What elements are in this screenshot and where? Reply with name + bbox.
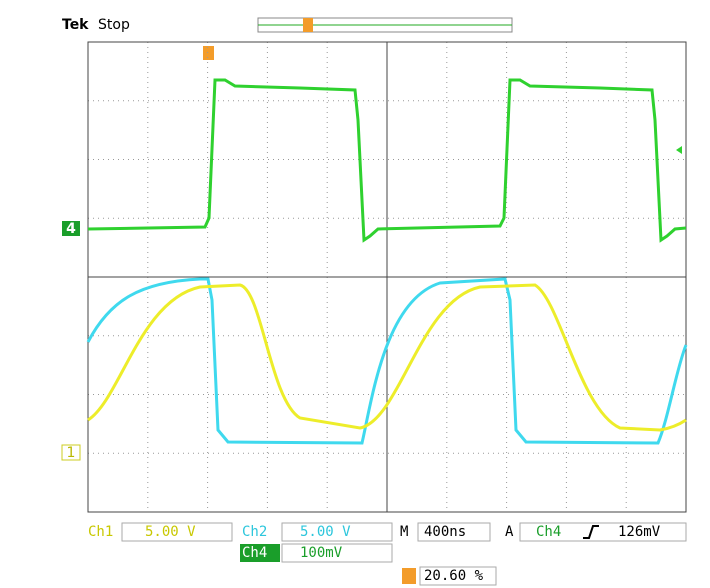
ch4-trace <box>87 78 687 243</box>
trigger-marker <box>203 46 214 60</box>
time-box <box>417 522 491 542</box>
ch1-marker-bg <box>61 444 81 461</box>
ch2-scale: 5.00 V <box>300 524 351 540</box>
ch1-scale: 5.00 V <box>145 524 196 540</box>
ch4-box <box>281 543 393 563</box>
ch1-box <box>121 522 233 542</box>
ch4-marker-bg <box>62 221 80 236</box>
time-scale: 400ns <box>424 524 466 540</box>
ch1-label: Ch1 <box>88 524 113 540</box>
measure-box <box>419 566 497 586</box>
ch4-label: Ch4 <box>242 545 267 561</box>
brand: Tek <box>62 17 89 33</box>
ch4-scale: 100mV <box>300 545 343 561</box>
trigger-position-icon <box>303 18 313 32</box>
ch4-level-marker <box>676 146 682 154</box>
slope-icon <box>583 525 599 539</box>
time-label: M <box>400 524 408 540</box>
ch2-label: Ch2 <box>242 524 267 540</box>
trigger-label: A <box>505 524 514 540</box>
ch4-label-bg <box>240 544 280 562</box>
ch1-marker: 1 <box>67 445 76 461</box>
ch4-marker: 4 <box>66 221 76 237</box>
trigger-box <box>519 522 687 542</box>
ch1-trace <box>87 283 687 432</box>
measure-icon <box>402 568 416 584</box>
ch2-trace <box>86 277 688 445</box>
trigger-level: 126mV <box>618 524 661 540</box>
trigger-source: Ch4 <box>536 524 561 540</box>
status: Stop <box>98 17 130 33</box>
ch2-box <box>281 522 393 542</box>
measurement: 20.60 % <box>424 568 484 584</box>
